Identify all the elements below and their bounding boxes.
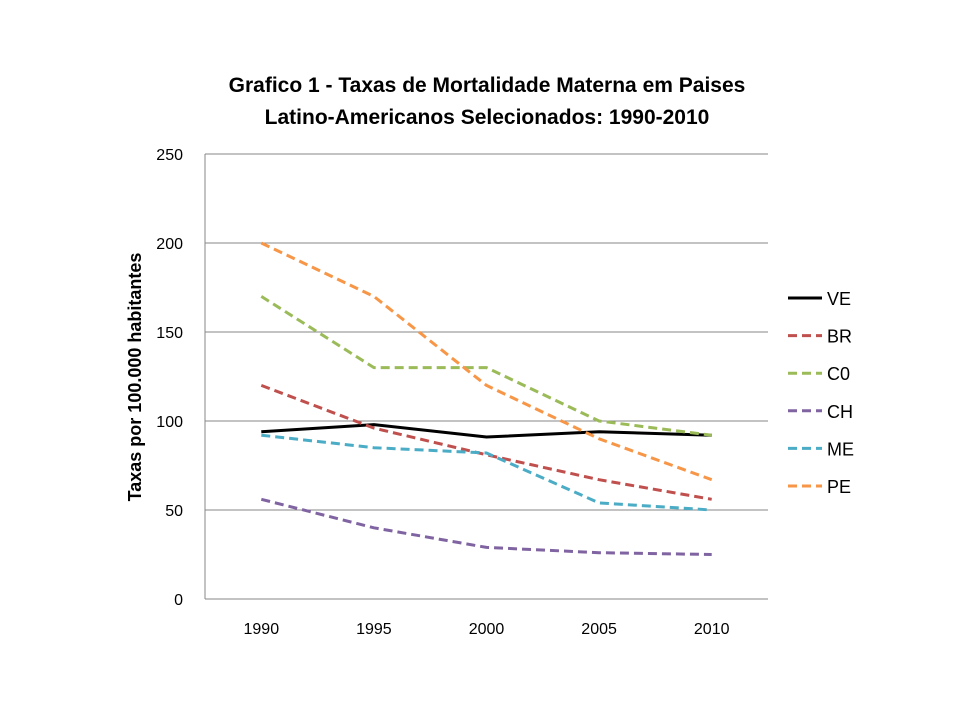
series-line-ch xyxy=(260,497,712,556)
legend-label-c0: C0 xyxy=(827,364,850,384)
legend-label-pe: PE xyxy=(827,477,851,497)
x-tick-label: 1995 xyxy=(356,621,392,638)
chart-title-line-2: Latino-Americanos Selecionados: 1990-201… xyxy=(265,106,710,129)
y-axis-label: Taxas por 100.000 habitantes xyxy=(125,253,145,502)
y-tick-label: 250 xyxy=(156,147,183,164)
y-tick-label: 200 xyxy=(156,236,183,253)
y-tick-label: 50 xyxy=(165,503,183,520)
legend-label-me: ME xyxy=(827,439,854,459)
legend: VE BR C0 CH ME PE xyxy=(788,289,854,497)
y-tick-label: 100 xyxy=(156,414,183,431)
series-lines xyxy=(260,241,713,556)
x-tick-labels: 1990 1995 2000 2005 2010 xyxy=(244,621,730,638)
y-tick-label: 0 xyxy=(174,592,183,609)
axes xyxy=(204,154,768,600)
x-tick-label: 1990 xyxy=(244,621,280,638)
x-tick-label: 2010 xyxy=(694,621,730,638)
legend-label-br: BR xyxy=(827,327,852,347)
x-tick-label: 2000 xyxy=(469,621,505,638)
series-line-ve xyxy=(261,423,712,439)
legend-label-ve: VE xyxy=(827,289,851,309)
y-tick-labels: 0 50 100 150 200 250 xyxy=(156,147,183,609)
x-tick-label: 2005 xyxy=(581,621,617,638)
chart-title-line-1: Grafico 1 - Taxas de Mortalidade Materna… xyxy=(229,74,746,97)
series-line-c0 xyxy=(260,295,712,437)
series-line-br xyxy=(260,383,712,501)
series-line-pe xyxy=(260,241,713,482)
y-tick-label: 150 xyxy=(156,325,183,342)
legend-label-ch: CH xyxy=(827,402,853,422)
series-line-me xyxy=(261,433,712,512)
gridlines xyxy=(205,153,768,511)
